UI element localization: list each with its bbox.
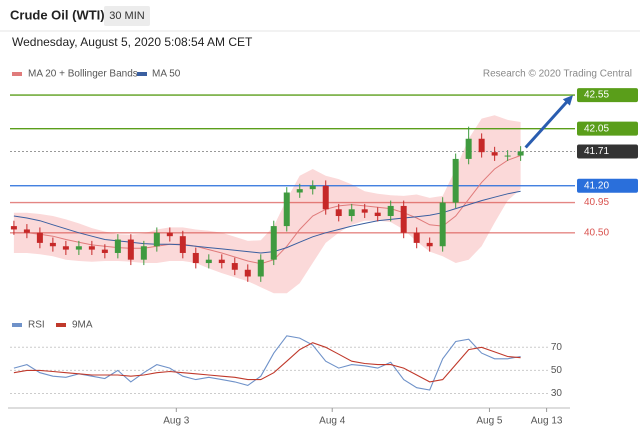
- candle-body: [413, 232, 420, 243]
- candle-body: [361, 209, 368, 213]
- legend-label: 9MA: [72, 320, 93, 331]
- candle-body: [244, 269, 251, 277]
- candle-body: [426, 242, 433, 247]
- legend-swatch: [56, 323, 66, 327]
- x-tick-label: Aug 5: [476, 416, 503, 427]
- indicator-line: [13, 342, 521, 383]
- ma-line: [13, 190, 521, 254]
- level-label: 42.05: [584, 123, 609, 134]
- x-tick-label: Aug 13: [531, 416, 563, 427]
- interval-label: 30 MIN: [109, 10, 145, 22]
- candle-body: [296, 189, 303, 193]
- candle-body: [49, 242, 56, 247]
- y-tick-label: 30: [551, 388, 563, 399]
- candle-body: [153, 232, 160, 247]
- legend-label: MA 20 + Bollinger Bands: [28, 69, 138, 80]
- level-box: [577, 121, 638, 136]
- candle-body: [218, 259, 225, 264]
- level-box: [577, 144, 638, 159]
- candle-body: [36, 232, 43, 243]
- source: Research © 2020 Trading Central: [483, 69, 632, 80]
- candle-body: [517, 151, 524, 156]
- candle-body: [127, 239, 134, 260]
- candle-body: [283, 192, 290, 227]
- candle-body: [179, 236, 186, 253]
- candle-body: [10, 226, 17, 230]
- candle-body: [374, 212, 381, 217]
- candle-body: [348, 209, 355, 217]
- candle-body: [257, 259, 264, 277]
- candle-body: [101, 249, 108, 253]
- level-label: 40.95: [584, 197, 609, 208]
- y-tick-label: 70: [551, 342, 563, 353]
- candle-body: [75, 246, 82, 250]
- legend-label: RSI: [28, 320, 45, 331]
- candle-body: [465, 138, 472, 159]
- candle-body: [400, 205, 407, 233]
- candle-body: [166, 232, 173, 237]
- indicator-line: [13, 335, 521, 391]
- candle-body: [309, 185, 316, 190]
- level-box: [577, 88, 638, 103]
- candle-body: [231, 263, 238, 270]
- candle-body: [452, 158, 459, 203]
- candle-body: [114, 239, 121, 253]
- level-label: 41.20: [584, 180, 609, 191]
- legend-swatch: [12, 72, 22, 76]
- legend-swatch: [12, 323, 22, 327]
- candle-body: [478, 138, 485, 153]
- candle-body: [88, 246, 95, 250]
- forecast-arrowhead: [562, 95, 573, 106]
- level-label: 41.71: [584, 146, 609, 157]
- interval-badge[interactable]: [104, 6, 150, 26]
- legend-label: MA 50: [152, 69, 181, 80]
- level-box: [577, 178, 638, 193]
- candle-body: [387, 205, 394, 217]
- candle-body: [335, 209, 342, 217]
- candle-body: [62, 246, 69, 250]
- candle-body: [322, 185, 329, 210]
- candle-body: [23, 229, 30, 233]
- candle-body: [192, 252, 199, 264]
- candle-body: [270, 226, 277, 260]
- ma-line: [13, 155, 521, 265]
- x-tick-label: Aug 3: [163, 416, 190, 427]
- forecast-arrow: [524, 100, 569, 149]
- candle-body: [439, 202, 446, 247]
- timestamp: Wednesday, August 5, 2020 5:08:54 AM CET: [12, 35, 253, 49]
- candle-body: [504, 155, 511, 157]
- candle-body: [140, 246, 147, 260]
- legend-swatch: [137, 72, 147, 76]
- candle-body: [205, 259, 212, 264]
- chart-title: Crude Oil (WTI): [10, 7, 105, 22]
- candle-body: [491, 152, 498, 156]
- x-tick-label: Aug 4: [319, 416, 346, 427]
- level-label: 42.55: [584, 90, 609, 101]
- y-tick-label: 50: [551, 365, 563, 376]
- level-label: 40.50: [584, 227, 609, 238]
